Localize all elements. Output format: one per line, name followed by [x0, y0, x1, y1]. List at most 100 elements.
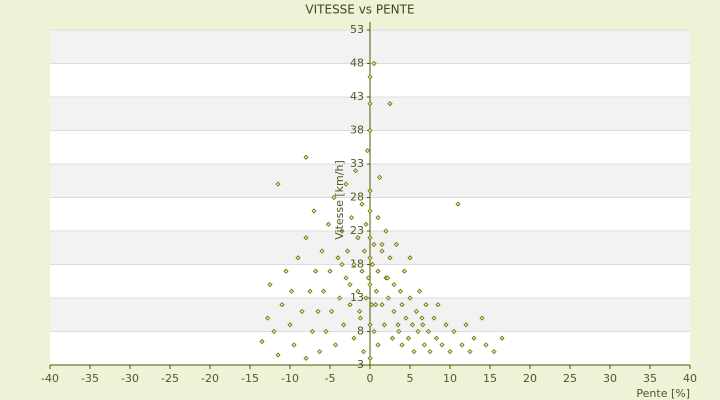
point: [309, 328, 315, 335]
x-tick-label: 30: [603, 372, 617, 385]
point: [267, 282, 273, 288]
point: [451, 328, 457, 335]
point: [363, 221, 369, 227]
point: [319, 248, 325, 254]
point: [303, 154, 309, 160]
point: [396, 328, 402, 335]
point: [299, 308, 305, 314]
point: [385, 295, 391, 301]
y-tick-label: 38: [350, 124, 364, 137]
point: [419, 315, 425, 321]
x-tick-label: -40: [41, 372, 59, 385]
point: [367, 282, 373, 288]
point: [339, 228, 345, 234]
point: [399, 342, 405, 348]
point: [369, 302, 375, 308]
point: [345, 248, 351, 254]
point: [373, 302, 379, 308]
point: [411, 349, 417, 355]
point: [491, 349, 497, 355]
point: [367, 255, 373, 261]
x-tick-label: 0: [367, 372, 374, 385]
point: [401, 268, 407, 274]
point: [347, 302, 353, 308]
x-tick-label: 5: [407, 372, 414, 385]
point: [333, 342, 339, 348]
point: [447, 349, 453, 355]
y-tick-label: 48: [350, 57, 364, 70]
y-tick-label: 53: [350, 23, 364, 36]
point: [287, 322, 293, 328]
point: [371, 60, 377, 67]
point: [425, 328, 431, 335]
point: [313, 268, 319, 274]
point: [311, 208, 317, 214]
point: [459, 342, 465, 348]
x-tick-label: -25: [161, 372, 179, 385]
point: [369, 261, 375, 268]
point: [463, 322, 469, 328]
point: [375, 215, 381, 221]
x-tick-label: -35: [81, 372, 99, 385]
point: [367, 101, 373, 107]
point: [377, 174, 383, 180]
point: [335, 255, 341, 261]
point: [421, 342, 427, 348]
point: [355, 235, 361, 241]
point: [337, 295, 343, 301]
point: [467, 349, 473, 355]
point: [455, 201, 461, 207]
point: [323, 328, 329, 335]
y-axis-label: Vitesse [km/h]: [333, 160, 346, 240]
point: [265, 315, 271, 321]
point: [359, 268, 365, 274]
point: [363, 295, 369, 301]
x-tick-label: 35: [643, 372, 657, 385]
point: [359, 201, 365, 207]
point: [355, 288, 361, 294]
point: [375, 268, 381, 274]
point: [353, 168, 359, 174]
point: [415, 328, 421, 335]
point: [403, 315, 409, 321]
point: [375, 342, 381, 348]
point: [387, 101, 393, 107]
point: [275, 181, 281, 187]
point: [357, 315, 363, 321]
point: [307, 288, 313, 294]
x-tick-label: 40: [683, 372, 697, 385]
y-tick-label: 8: [357, 325, 364, 338]
y-tick-label: 18: [350, 258, 364, 271]
x-tick-label: 25: [563, 372, 577, 385]
point: [317, 349, 323, 355]
x-tick-label: -15: [241, 372, 259, 385]
point: [367, 188, 373, 194]
point: [339, 261, 345, 268]
x-tick-label: 10: [443, 372, 457, 385]
point: [351, 335, 357, 341]
point: [379, 248, 385, 254]
point: [407, 295, 413, 301]
point: [351, 261, 357, 268]
point: [439, 342, 445, 348]
point: [371, 241, 377, 247]
y-tick-label: 43: [350, 90, 364, 103]
point: [443, 322, 449, 328]
point: [387, 255, 393, 261]
x-tick-label: 15: [483, 372, 497, 385]
point: [327, 268, 333, 274]
point: [435, 302, 441, 308]
point: [389, 335, 395, 341]
point: [385, 275, 391, 281]
point: [331, 194, 337, 201]
point: [367, 74, 373, 80]
point: [349, 215, 355, 221]
point: [379, 241, 385, 247]
point: [315, 308, 321, 314]
point: [325, 221, 331, 227]
point: [381, 322, 387, 328]
point: [395, 322, 401, 328]
point: [433, 335, 439, 341]
x-tick-label: -20: [201, 372, 219, 385]
point: [343, 181, 349, 187]
